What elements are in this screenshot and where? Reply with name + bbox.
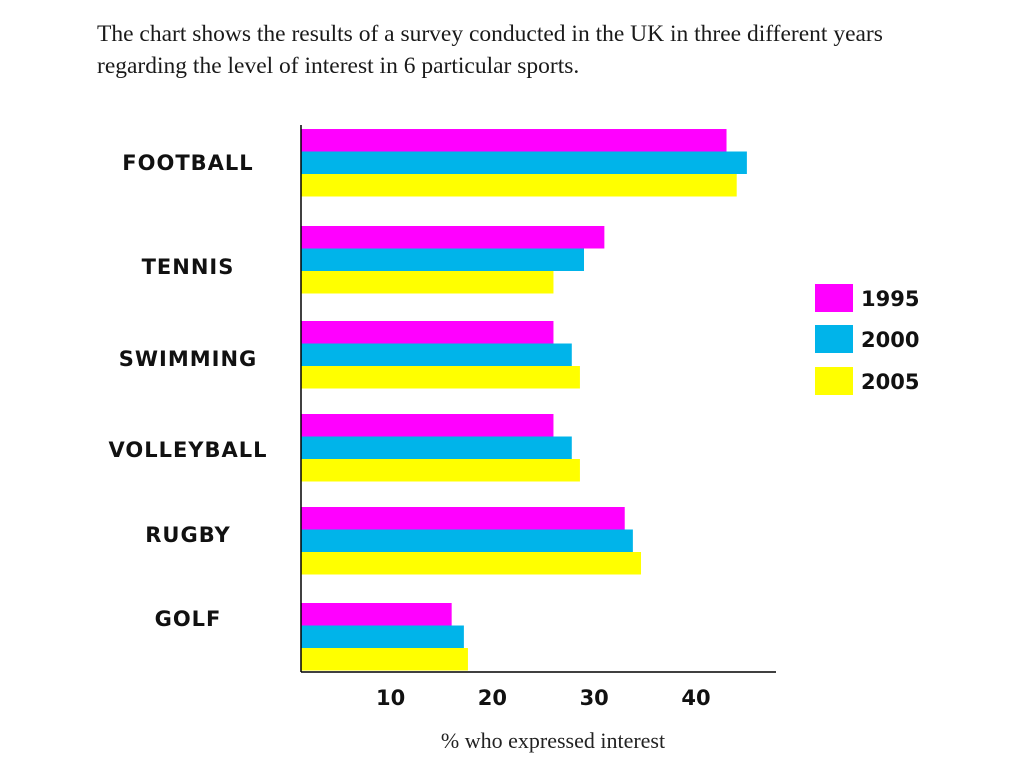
bar-rugby-2000 [301, 529, 633, 552]
bar-volleyball-1995 [301, 414, 554, 437]
x-tick-label: 40 [681, 686, 710, 710]
bar-volleyball-2000 [301, 436, 572, 459]
bar-tennis-1995 [301, 226, 605, 249]
bar-football-2000 [301, 151, 747, 174]
category-label-rugby: RUGBY [145, 523, 231, 547]
category-label-swimming: SWIMMING [119, 347, 258, 371]
category-label-golf: GOLF [155, 607, 222, 631]
category-label-tennis: TENNIS [142, 255, 235, 279]
legend-swatch-2000 [815, 325, 853, 353]
bar-volleyball-2005 [301, 459, 580, 482]
bar-tennis-2000 [301, 248, 585, 271]
x-tick-label: 20 [478, 686, 507, 710]
x-axis-title: % who expressed interest [441, 728, 665, 753]
legend-label-2005: 2005 [861, 370, 919, 394]
bars-group [301, 129, 747, 671]
chart-description: The chart shows the results of a survey … [97, 21, 883, 79]
bar-golf-1995 [301, 603, 452, 626]
bar-tennis-2005 [301, 271, 554, 294]
legend-swatch-2005 [815, 367, 853, 395]
category-label-volleyball: VOLLEYBALL [108, 438, 267, 462]
bar-football-2005 [301, 174, 737, 197]
bar-swimming-2005 [301, 366, 580, 389]
bar-rugby-2005 [301, 552, 642, 575]
legend-label-2000: 2000 [861, 328, 919, 352]
bar-golf-2000 [301, 625, 464, 648]
bar-swimming-2000 [301, 343, 572, 366]
bar-swimming-1995 [301, 321, 554, 344]
bar-football-1995 [301, 129, 727, 152]
category-labels: FOOTBALL TENNIS SWIMMING VOLLEYBALL RUGBY GOL… [108, 151, 267, 631]
x-tick-labels: 10 20 30 40 [376, 686, 711, 710]
legend: 1995 2000 2005 [815, 284, 919, 395]
bar-golf-2005 [301, 648, 468, 671]
legend-label-1995: 1995 [861, 287, 919, 311]
legend-swatch-1995 [815, 284, 853, 312]
x-tick-label: 10 [376, 686, 405, 710]
category-label-football: FOOTBALL [122, 151, 253, 175]
bar-rugby-1995 [301, 507, 625, 530]
x-tick-label: 30 [580, 686, 609, 710]
